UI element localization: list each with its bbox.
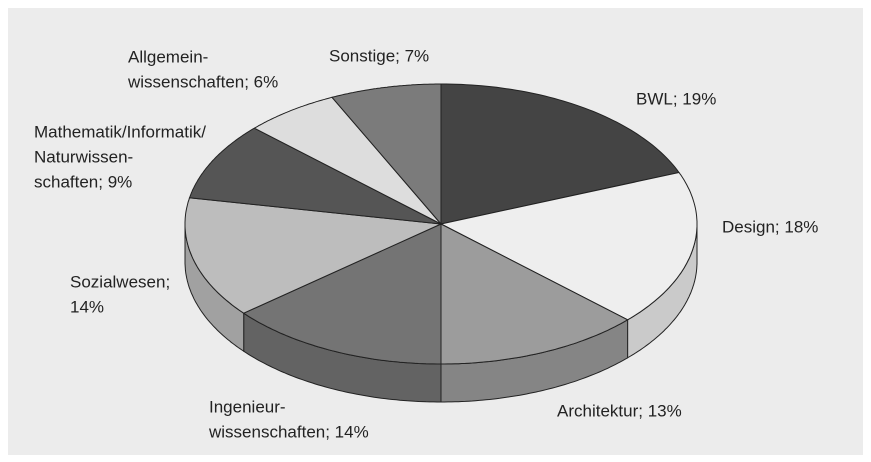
pie-slice: [439, 171, 698, 321]
pie-slice: [440, 83, 680, 225]
slice-label: wissenschaften; 14%: [208, 422, 369, 441]
slice-label: Sonstige; 7%: [329, 46, 429, 65]
pie-slice: [253, 96, 442, 225]
pie-slice: [331, 83, 442, 226]
slice-label: 14%: [70, 297, 104, 316]
slice-label: BWL; 19%: [636, 89, 716, 108]
pie-slice: [440, 223, 629, 365]
pie-slice: [242, 223, 442, 365]
slice-label: Mathematik/Informatik/: [34, 122, 206, 141]
slice-label: Architektur; 13%: [557, 401, 682, 420]
pie-slice: [184, 197, 443, 314]
slice-label: wissenschaften; 6%: [127, 72, 278, 91]
slice-label: Design; 18%: [722, 217, 818, 236]
slice-label: Allgemein-: [128, 47, 208, 66]
slice-label: schaften; 9%: [34, 172, 132, 191]
slice-label: Ingenieur-: [209, 397, 286, 416]
slice-label: Sozialwesen;: [70, 272, 170, 291]
pie-slice: [188, 127, 442, 225]
slice-label: Naturwissen-: [34, 147, 133, 166]
